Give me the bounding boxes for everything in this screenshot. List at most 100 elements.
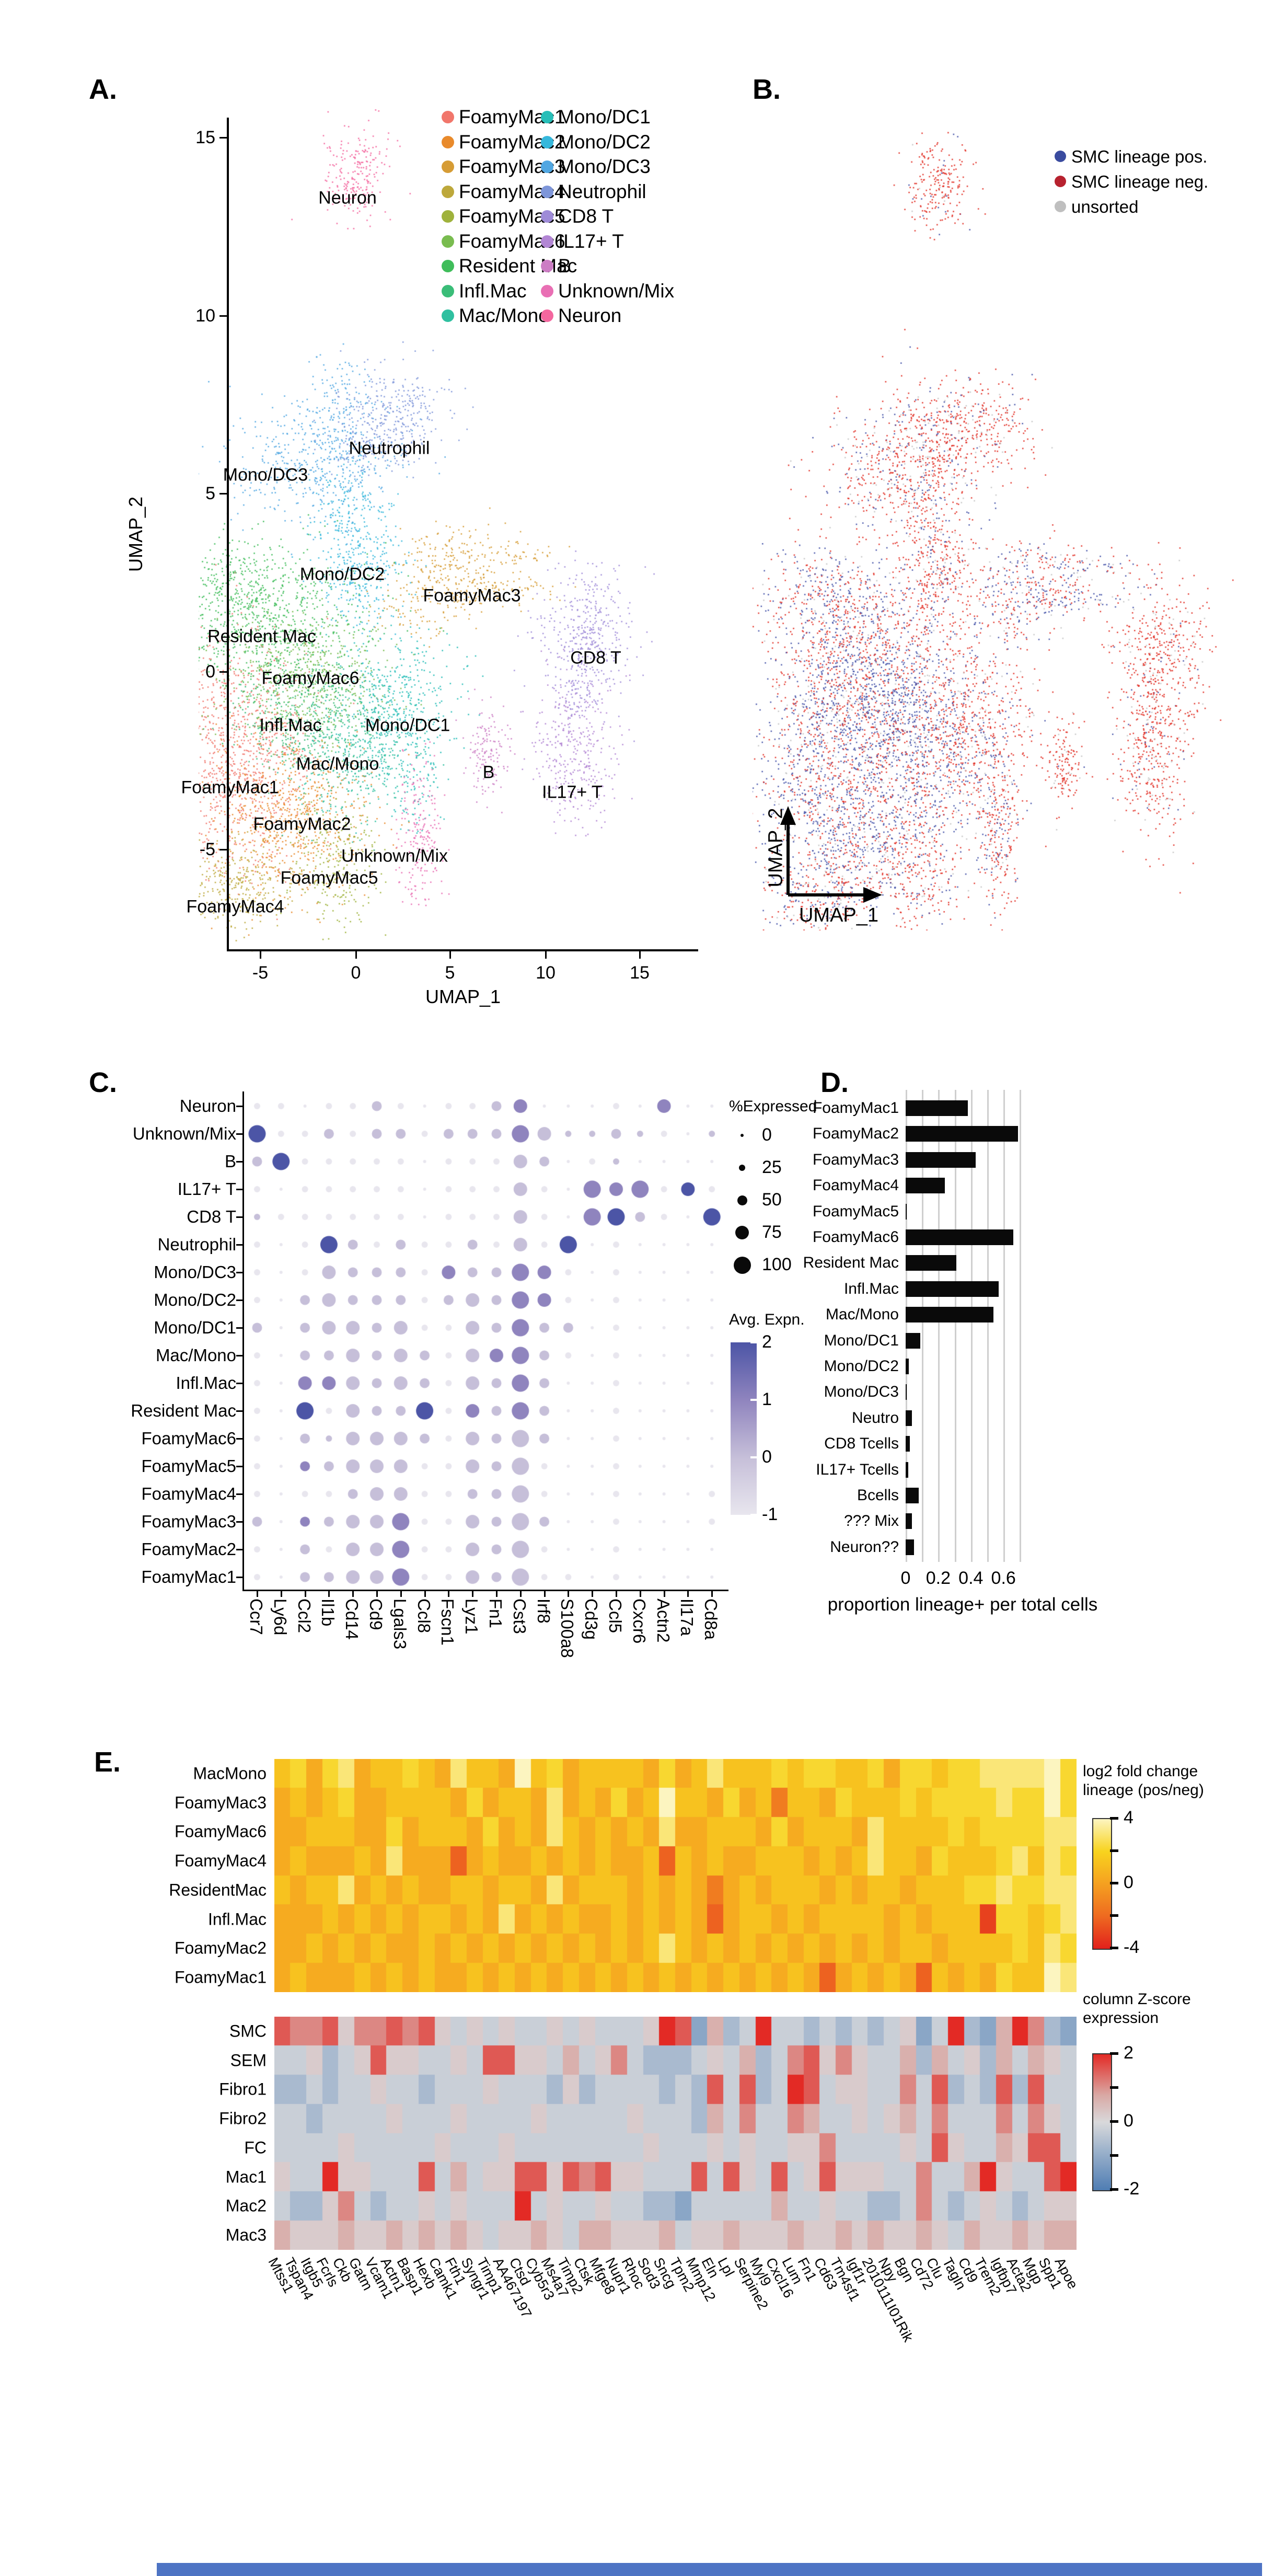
legend-swatch-smc-lineage-pos-	[1055, 151, 1066, 162]
cluster-label-unknown-mix: Unknown/Mix	[341, 846, 448, 866]
panel-c-gene-label-fn1: Fn1	[486, 1598, 505, 1628]
cluster-label-infl-mac: Infl.Mac	[259, 715, 322, 735]
panel-c-col-tick	[472, 1590, 474, 1597]
panel-d-bar-cd8-tcells	[906, 1436, 910, 1452]
panel-a-x-tick-label: 0	[351, 963, 361, 983]
panel-c-gene-label-irf8: Irf8	[534, 1598, 553, 1624]
panel-c-gene-label-ccl8: Ccl8	[414, 1598, 434, 1634]
panel-a-y-tick-label: 10	[195, 306, 215, 326]
panel-a-y-tick	[219, 849, 227, 850]
panel-d-category-mono-dc3: Mono/DC3	[824, 1383, 899, 1401]
pct-expressed-label-0: 0	[762, 1125, 772, 1145]
legend-swatch-neutrophil	[541, 185, 553, 198]
log2fc-row-label-foamymac3: FoamyMac3	[174, 1793, 267, 1812]
legend-swatch-foamymac3	[442, 160, 454, 173]
panel-c-row-tick	[236, 1577, 243, 1578]
panel-c-row-label-foamymac6: FoamyMac6	[141, 1429, 236, 1448]
panel-d-gridline	[938, 1090, 940, 1562]
panel-c-row-label-mono-dc2: Mono/DC2	[154, 1290, 236, 1309]
panel-c-row-tick	[236, 1161, 243, 1163]
cluster-label-foamymac4: FoamyMac4	[186, 896, 284, 917]
panel-d-x-tick-label-0: 0	[900, 1568, 911, 1588]
legend-swatch-mono-dc1	[541, 111, 553, 123]
panel-a-label: A.	[89, 74, 117, 105]
panel-c-x-axis	[242, 1590, 728, 1591]
panel-c-row-tick	[236, 1493, 243, 1495]
panel-c-row-tick	[236, 1300, 243, 1301]
panel-a-x-tick	[639, 951, 641, 959]
panel-d-bar--mix	[906, 1513, 912, 1530]
panel-c-gene-label-ly6d: Ly6d	[270, 1598, 290, 1636]
panel-c-gene-label-s100a8: S100a8	[558, 1598, 577, 1658]
legend-label-mono-dc1: Mono/DC1	[558, 106, 651, 128]
log2fc-row-label-foamymac2: FoamyMac2	[174, 1938, 267, 1958]
panel-b-y-axis-title: UMAP_2	[765, 808, 787, 888]
zscore-colorbar-tick-mark	[1110, 2052, 1118, 2055]
legend-swatch-mac-mono	[442, 309, 454, 322]
cluster-label-foamymac3: FoamyMac3	[423, 585, 521, 606]
panel-d-bar-il17-tcells	[906, 1462, 908, 1478]
panel-b-axis-arrows	[780, 806, 882, 903]
legend-label-unknown-mix: Unknown/Mix	[558, 280, 675, 302]
panel-d-category-neuron-: Neuron??	[830, 1538, 899, 1556]
pct-expressed-label-75: 75	[762, 1222, 782, 1242]
panel-c-row-tick	[236, 1383, 243, 1384]
panel-c-gene-label-cxcr6: Cxcr6	[629, 1598, 649, 1644]
panel-d-category-foamymac4: FoamyMac4	[812, 1177, 899, 1194]
panel-c-row-label-mac-mono: Mac/Mono	[155, 1346, 236, 1365]
panel-c-col-tick	[496, 1590, 498, 1597]
panel-c-row-tick	[236, 1521, 243, 1523]
panel-c-row-label-neutrophil: Neutrophil	[157, 1235, 236, 1254]
panel-a-y-tick-label: 5	[205, 484, 215, 503]
panel-d-bar-foamymac2	[906, 1126, 1019, 1142]
legend-swatch-unsorted	[1055, 201, 1066, 212]
panel-a-y-tick	[219, 493, 227, 494]
avg-expn-tick-mark	[750, 1514, 757, 1516]
legend-label-neuron: Neuron	[558, 305, 622, 326]
panel-c-row-tick	[236, 1106, 243, 1107]
panel-a-x-tick-label: -5	[252, 963, 269, 983]
legend-swatch-mono-dc2	[541, 135, 553, 148]
cluster-label-cd8-t: CD8 T	[570, 648, 621, 668]
panel-c-gene-label-cd9: Cd9	[366, 1598, 386, 1630]
legend-label-mono-dc3: Mono/DC3	[558, 156, 651, 177]
panel-c-row-label-infl-mac: Infl.Mac	[176, 1373, 236, 1393]
legend-label-b: B	[558, 255, 571, 277]
panel-c-gene-label-lyz1: Lyz1	[462, 1598, 482, 1635]
panel-d-bar-neuron-	[906, 1539, 914, 1555]
panel-c-col-tick	[616, 1590, 617, 1597]
legend-label-il17-t: IL17+ T	[558, 230, 624, 252]
panel-c-gene-label-il1b: Il1b	[318, 1598, 338, 1627]
panel-c-col-tick	[376, 1590, 378, 1597]
cluster-label-mac-mono: Mac/Mono	[296, 754, 379, 774]
panel-a-x-tick	[355, 951, 357, 959]
panel-c-col-tick	[687, 1590, 689, 1597]
panel-c-row-label-foamymac3: FoamyMac3	[141, 1512, 236, 1531]
legend-swatch-mono-dc3	[541, 160, 553, 173]
pct-expressed-dot-100	[733, 1256, 751, 1274]
log2fc-colorbar-tick-mark	[1110, 1947, 1118, 1949]
panel-c-col-tick	[663, 1590, 665, 1597]
pct-expressed-dot-75	[735, 1226, 749, 1239]
panel-d-category-foamymac1: FoamyMac1	[812, 1099, 899, 1117]
zscore-legend-title-line2: expression	[1083, 2009, 1159, 2027]
panel-c-row-tick	[236, 1189, 243, 1190]
panel-c-col-tick	[304, 1590, 306, 1597]
legend-swatch-resident-mac	[442, 260, 454, 272]
panel-c-gene-label-cd3g: Cd3g	[582, 1598, 601, 1640]
panel-d-x-tick-label-0.2: 0.2	[926, 1568, 951, 1588]
umap-lineage-canvas	[753, 115, 1280, 930]
zscore-colorbar-tick-mark	[1110, 2120, 1118, 2123]
panel-c-col-tick	[639, 1590, 641, 1597]
legend-swatch-foamymac1	[442, 111, 454, 123]
panel-a-x-tick	[449, 951, 451, 959]
cluster-label-il17-t: IL17+ T	[542, 782, 603, 802]
panel-d-gridline	[987, 1090, 989, 1562]
panel-c-col-tick	[592, 1590, 594, 1597]
panel-d-gridline	[906, 1090, 907, 1562]
panel-c-col-tick	[280, 1590, 282, 1597]
zscore-row-label-sem: SEM	[230, 2051, 267, 2070]
panel-c-row-label-unknown-mix: Unknown/Mix	[132, 1124, 236, 1143]
panel-d-category-il17-tcells: IL17+ Tcells	[816, 1460, 899, 1478]
zscore-row-label-fc: FC	[244, 2138, 267, 2157]
